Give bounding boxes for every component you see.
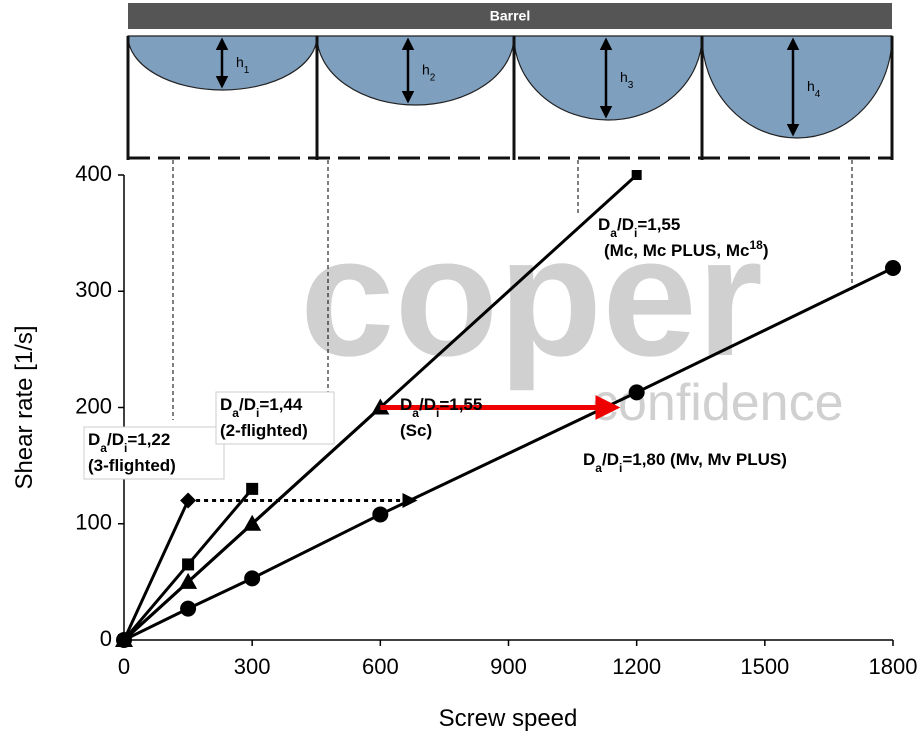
text-run: h (620, 69, 628, 85)
series-line (124, 501, 188, 641)
annotation: Da/Di=1,44(2-flighted) (216, 392, 334, 444)
text-run: D (583, 450, 595, 469)
marker (246, 483, 258, 495)
marker (372, 506, 388, 522)
annotation-text: (2-flighted) (220, 421, 308, 440)
text-run: /D (419, 395, 436, 414)
annotation-text: (3-flighted) (88, 456, 176, 475)
page: Barrel coperconfidenceh1h2h3h40100200300… (0, 0, 920, 734)
diagram: Barrel (128, 3, 892, 29)
y-tick-label: 400 (75, 161, 112, 186)
text-run: (3-flighted) (88, 456, 176, 475)
text-run: (Sc) (400, 421, 432, 440)
text-run: D (598, 215, 610, 234)
text-run: D (220, 395, 232, 414)
annotation: Da/Di=1,80 (Mv, Mv PLUS) (583, 450, 787, 475)
marker (632, 170, 642, 180)
y-tick-label: 0 (100, 626, 112, 651)
text-run: /D (602, 450, 619, 469)
marker (182, 558, 194, 570)
text-run: =1,44 (259, 395, 303, 414)
x-tick-label: 600 (362, 654, 399, 679)
annotation-text: (Sc) (400, 421, 432, 440)
annotation-text: Da/Di=1,55 (400, 395, 482, 420)
marker (244, 570, 260, 586)
text-run: =1,22 (127, 430, 170, 449)
annotation-text: Da/Di=1,80 (Mv, Mv PLUS) (583, 450, 787, 475)
text-run: ) (763, 241, 769, 260)
x-tick-label: 1800 (869, 654, 918, 679)
text-run: D (88, 430, 100, 449)
x-tick-label: 1200 (612, 654, 661, 679)
text-run: (Mc, Mc PLUS, Mc (604, 241, 749, 260)
x-tick-label: 300 (234, 654, 271, 679)
subscript: 2 (430, 72, 436, 83)
y-tick-label: 100 (75, 510, 112, 535)
watermark-slogan: confidence (592, 374, 844, 432)
text-run: =1,80 (Mv, Mv PLUS) (622, 450, 787, 469)
annotation-text: (Mc, Mc PLUS, Mc18) (604, 238, 769, 260)
text-run: /D (107, 430, 124, 449)
text-run: h (807, 78, 815, 94)
barrel-label: Barrel (490, 8, 530, 24)
superscript: 18 (749, 238, 763, 252)
x-tick-label: 0 (118, 654, 130, 679)
flight-channel (317, 36, 514, 105)
text-run: (2-flighted) (220, 421, 308, 440)
annotation: Da/Di=1,55(Sc) (400, 395, 482, 440)
flight-channel (702, 36, 892, 138)
text-run: h (236, 54, 244, 70)
annotation: Da/Di=1,22(3-flighted) (84, 427, 224, 479)
x-tick-label: 1500 (740, 654, 789, 679)
y-tick-label: 200 (75, 393, 112, 418)
marker (629, 384, 645, 400)
subscript: 3 (628, 80, 634, 91)
subscript: 4 (815, 89, 821, 100)
x-tick-label: 900 (490, 654, 527, 679)
text-run: /D (239, 395, 256, 414)
text-run: /D (617, 215, 634, 234)
text-run: =1,55 (439, 395, 482, 414)
marker (180, 601, 196, 617)
text-run: =1,55 (637, 215, 680, 234)
x-axis-label: Screw speed (439, 705, 578, 732)
y-tick-label: 300 (75, 277, 112, 302)
subscript: 1 (244, 65, 250, 76)
y-axis-label: Shear rate [1/s] (11, 325, 38, 489)
marker (885, 260, 901, 276)
marker (116, 632, 132, 648)
text-run: D (400, 395, 412, 414)
text-run: h (422, 62, 430, 78)
flight-channel (514, 36, 702, 120)
